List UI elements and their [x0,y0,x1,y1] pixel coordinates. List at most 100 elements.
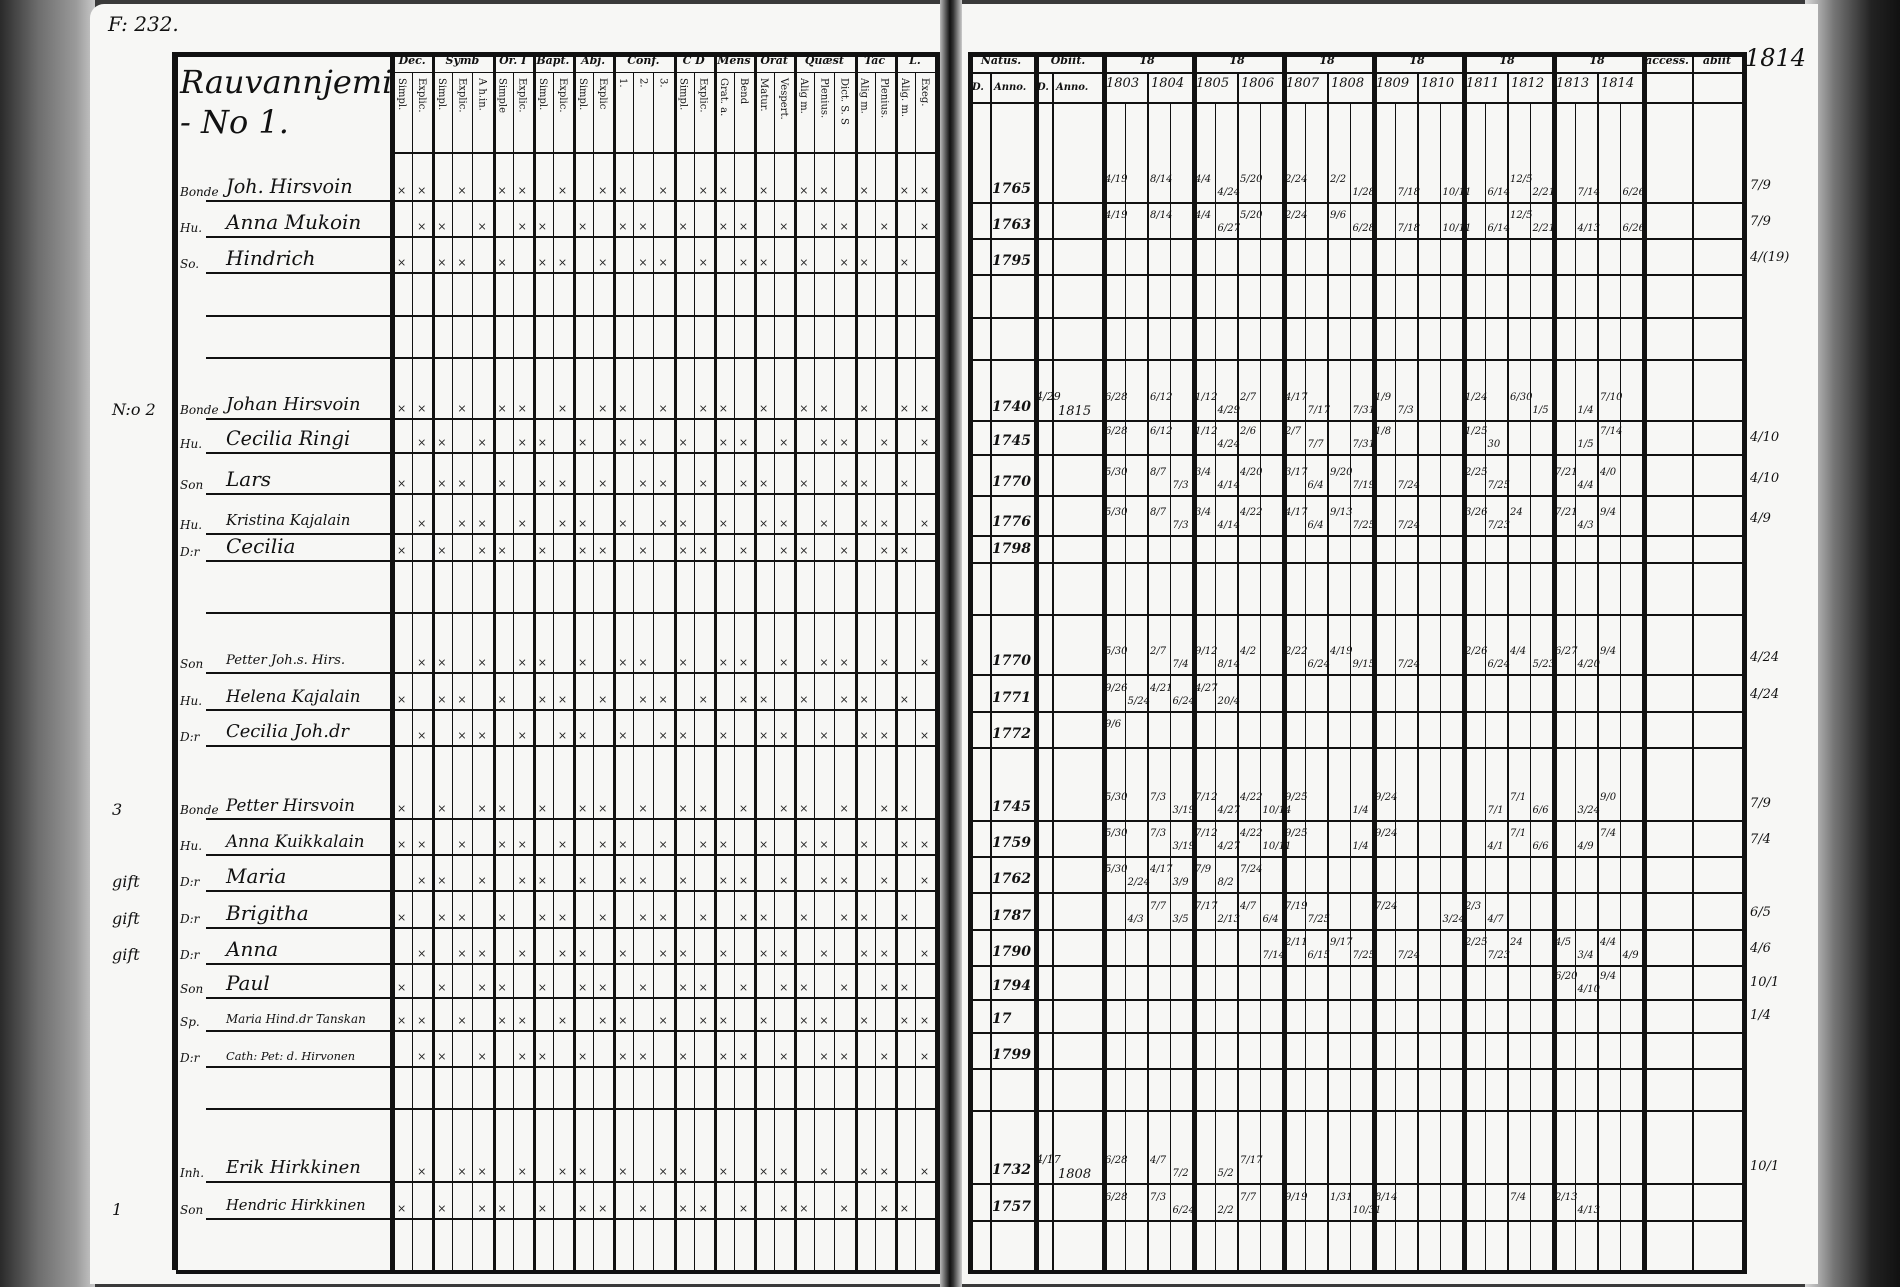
communion-date: 7/19 [1352,480,1375,491]
household-role: Hu. [180,694,203,708]
communion-date: 6/27 [1555,646,1578,657]
household-role: D:r [180,875,200,889]
examination-mark: × [477,874,487,887]
header-sub-label: 1. [617,78,629,88]
communion-date: 2/6 [1240,426,1257,437]
abiit-header: abiit [1702,54,1732,67]
examination-mark: × [578,981,588,994]
examination-mark: × [779,1165,789,1178]
examination-mark: × [919,838,930,851]
examination-mark: × [759,947,769,960]
examination-mark: × [457,729,467,742]
communion-date: 7/24 [1397,659,1420,670]
examination-mark: × [738,256,749,269]
row-rule [968,454,1742,456]
year-divider [1507,74,1509,1270]
examination-mark: × [879,1165,889,1178]
year-group-label: 18 [1229,54,1245,67]
communion-date: 4/7 [1487,914,1504,925]
examination-mark: × [779,874,789,887]
examination-mark: × [738,220,749,233]
communion-date: 7/3 [1150,792,1167,803]
communion-date: 7/3 [1150,828,1167,839]
communion-date: 7/4 [1510,1192,1527,1203]
communion-date: 5/30 [1105,646,1128,657]
examination-mark: × [537,693,547,706]
communion-date: 4/14 [1217,480,1240,491]
subcolumn-divider [1214,102,1216,1270]
subcolumn-divider [1619,102,1621,1270]
communion-date: 9/24 [1375,792,1398,803]
subcolumn-divider [512,72,514,1270]
examination-mark: × [437,1050,447,1063]
examination-mark: × [537,911,547,924]
examination-mark: × [457,838,467,851]
communion-date: 4/20 [1577,659,1600,670]
header-group-label: Abj. [581,54,606,67]
examination-mark: × [879,802,889,815]
row-rule [206,612,935,614]
header-sub-label: Simpl. [536,78,548,111]
examination-mark: × [799,1014,809,1027]
examination-mark: × [417,1165,427,1178]
row-rule [206,418,935,420]
row-rule [968,317,1742,319]
row-rule [968,929,1742,931]
communion-date: 7/14 [1577,187,1600,198]
examination-mark: × [537,544,547,557]
communion-date: 4/19 [1105,174,1128,185]
communion-date: 6/26 [1622,187,1645,198]
examination-mark: × [417,1014,427,1027]
examination-mark: × [517,874,527,887]
examination-mark: × [859,729,869,742]
communion-date: 6/20 [1555,971,1578,982]
header-sub-label: Explic. [556,78,568,113]
village-title: Rauvannjemi - No 1. [180,63,393,141]
birth-year: 1732 [992,1162,1031,1178]
examination-mark: × [578,729,588,742]
table-top-border [174,52,939,57]
examination-mark: × [598,477,608,490]
communion-date: 5/30 [1105,792,1128,803]
examination-mark: × [517,947,527,960]
examination-mark: × [899,402,909,415]
death-day: 4/17 [1036,1153,1061,1166]
examination-mark: × [477,220,487,233]
examination-mark: × [638,220,648,233]
examination-mark: × [698,693,708,706]
examination-mark: × [658,477,668,490]
examination-mark: × [598,256,608,269]
examination-mark: × [819,874,829,887]
row-rule [206,709,935,711]
communion-date: 10/31 [1352,1205,1382,1216]
communion-date: 8/14 [1217,659,1240,670]
communion-date: 4/2 [1240,646,1257,657]
examination-mark: × [417,220,427,233]
examination-mark: × [557,517,568,530]
accessit-abiit-note: 7/9 [1750,796,1771,811]
row-rule [968,535,1742,537]
communion-date: 30 [1487,439,1501,450]
examination-mark: × [718,220,728,233]
left-page [90,4,945,1284]
examination-mark: × [919,729,930,742]
examination-mark: × [638,1050,648,1063]
examination-mark: × [477,947,487,960]
row-rule [968,562,1742,564]
examination-mark: × [658,838,668,851]
household-role: Hu. [180,839,203,853]
examination-mark: × [718,874,728,887]
communion-date: 7/4 [1600,828,1617,839]
column-border [1034,52,1039,1270]
name-column-border [390,52,395,1270]
examination-mark: × [517,1050,527,1063]
examination-mark: × [397,256,407,269]
communion-date: 4/29 [1217,405,1240,416]
examination-mark: × [658,517,668,530]
examination-mark: × [477,436,487,449]
examination-mark: × [578,220,588,233]
examination-mark: × [417,517,427,530]
communion-date: 3/19 [1172,805,1195,816]
examination-mark: × [638,693,648,706]
natus-day-header: D. [972,82,984,93]
